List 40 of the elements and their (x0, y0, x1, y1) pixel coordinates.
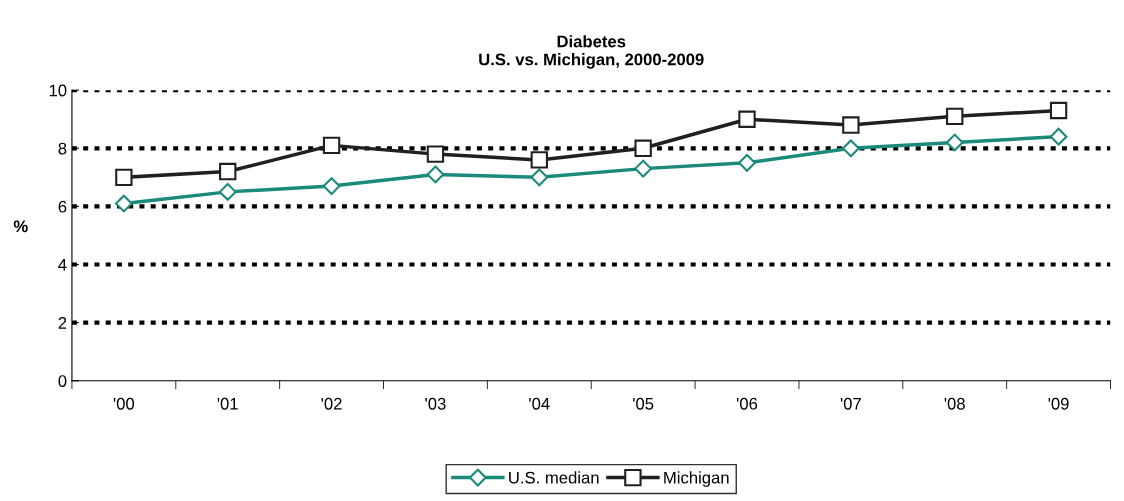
point (426, 145, 445, 163)
point (426, 165, 445, 184)
point (530, 168, 549, 187)
point (634, 159, 653, 178)
y-tick-label: 8 (58, 142, 67, 155)
chart-title: Diabetes U.S. vs. Michigan, 2000-2009 (479, 35, 704, 69)
y-axis-title: % (13, 220, 28, 233)
point (530, 151, 548, 169)
point (841, 139, 860, 158)
y-tick-label: 4 (58, 259, 67, 271)
point (946, 107, 964, 126)
x-tick-label: '06 (737, 397, 758, 410)
point (114, 194, 133, 213)
x-tick-label: '04 (529, 397, 550, 410)
legend-label: Michigan (664, 471, 729, 487)
point (115, 168, 133, 187)
point (738, 110, 756, 128)
point (322, 136, 341, 155)
point (219, 162, 237, 181)
x-tick-label: '09 (1048, 397, 1069, 410)
x-tick-label: '03 (425, 397, 446, 410)
y-tick-label: 2 (58, 317, 67, 329)
point (842, 116, 860, 134)
x-tick-label: '07 (840, 397, 861, 410)
point (1049, 101, 1068, 120)
y-tick-label: 6 (58, 200, 67, 213)
legend-label: U.S. median (509, 471, 599, 484)
x-tick-label: '08 (944, 397, 965, 410)
point (218, 182, 237, 201)
point (634, 139, 652, 157)
point (1049, 127, 1068, 146)
x-tick-label: '01 (217, 397, 238, 410)
y-tick-label: 10 (49, 84, 67, 97)
point (945, 133, 964, 152)
x-tick-label: '02 (321, 397, 342, 410)
x-tick-label: '05 (633, 397, 654, 410)
point (738, 153, 756, 172)
x-tick-label: '00 (113, 397, 135, 410)
point (322, 177, 341, 195)
y-tick-label: 0 (58, 375, 67, 387)
